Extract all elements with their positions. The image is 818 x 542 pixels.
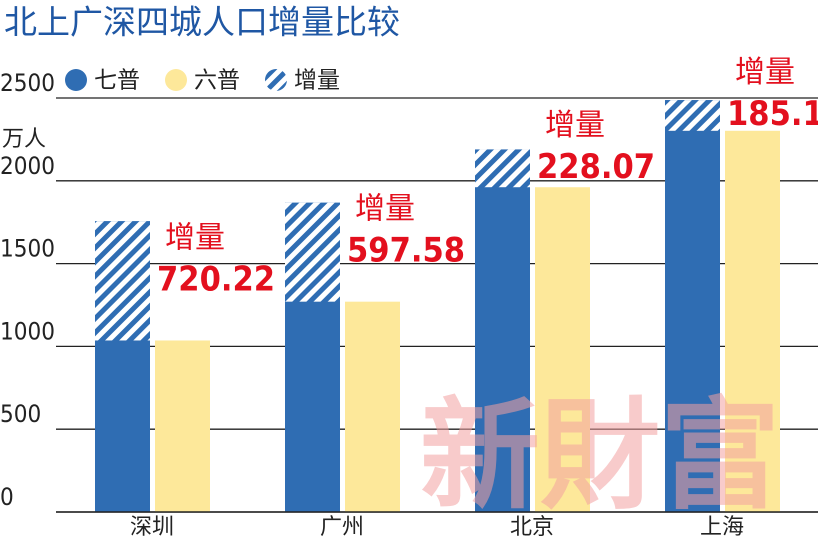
bar [535, 187, 590, 512]
data-label-title: 增量 [545, 108, 605, 143]
data-label-title: 增量 [165, 220, 225, 255]
bar [725, 130, 780, 512]
data-label: 228.07 [537, 147, 655, 187]
bar-increment [475, 149, 530, 188]
data-label: 720.22 [157, 259, 275, 299]
bar [345, 301, 400, 512]
bar [155, 340, 210, 512]
watermark: 新財富 [420, 385, 780, 526]
bar [665, 100, 720, 513]
y-tick-label: 2000 [0, 152, 55, 180]
legend-swatch [65, 69, 87, 91]
bar-increment [665, 100, 720, 131]
y-tick-label: 500 [0, 400, 41, 428]
legend-swatch [165, 69, 187, 91]
chart-title: 北上广深四城人口增量比较 [4, 3, 400, 42]
data-label-title: 增量 [735, 55, 795, 90]
legend-label: 增量 [294, 68, 340, 94]
legend-label: 六普 [194, 68, 240, 94]
y-tick-label: 1000 [0, 317, 55, 345]
legend-label: 七普 [94, 68, 140, 94]
x-tick-label: 上海 [700, 515, 744, 540]
x-tick-label: 深圳 [130, 515, 174, 540]
y-tick-label: 0 [0, 483, 14, 511]
bar-increment [285, 202, 340, 302]
legend-swatch [265, 69, 287, 91]
y-tick-label: 2500 [0, 69, 55, 97]
bar [475, 149, 530, 513]
data-label-title: 增量 [355, 192, 415, 227]
data-label: 597.58 [347, 231, 465, 271]
x-tick-label: 北京 [510, 515, 554, 540]
x-tick-label: 广州 [320, 515, 364, 540]
y-axis-label: 万人 [2, 127, 46, 152]
bar-increment [95, 221, 150, 341]
y-tick-label: 1500 [0, 235, 55, 263]
data-label: 185.18 [727, 94, 818, 134]
